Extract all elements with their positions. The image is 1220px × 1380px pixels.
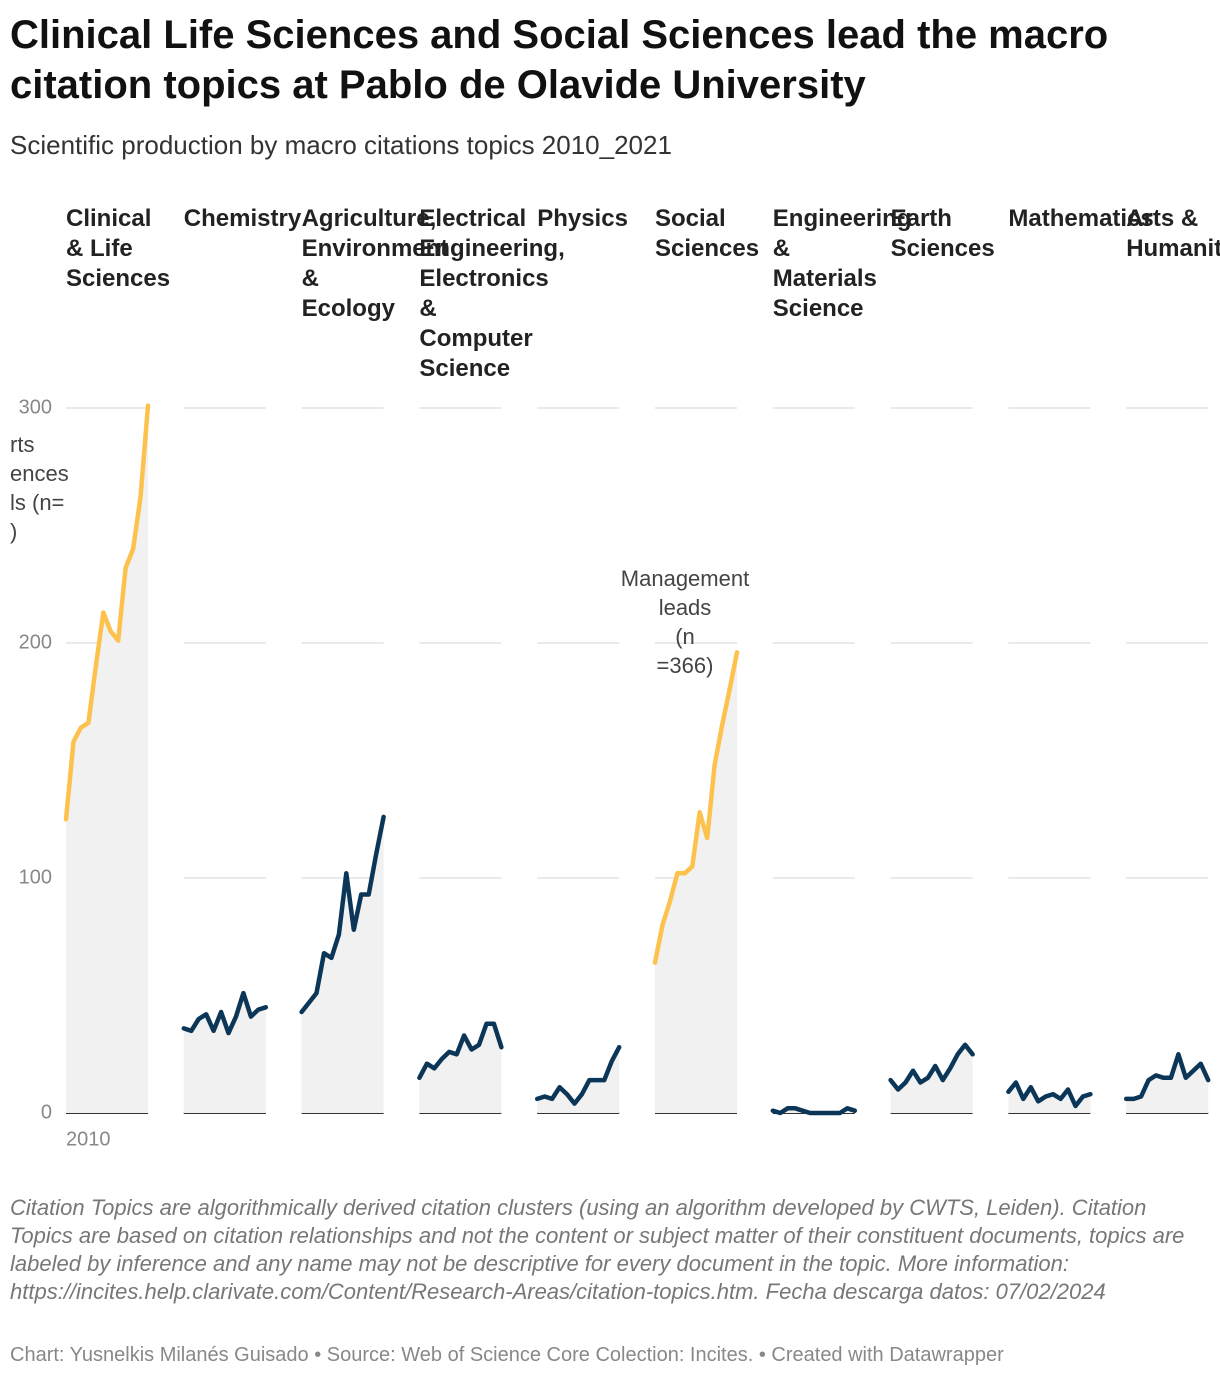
y-tick-label: 0	[41, 1101, 52, 1123]
y-tick-label: 100	[19, 866, 52, 888]
panel-title: Earth Sciences	[890, 205, 995, 262]
annotation: )	[10, 519, 17, 544]
line	[1006, 1080, 1093, 1109]
panel-title: Physics	[537, 205, 628, 232]
chart-title: Clinical Life Sciences and Social Scienc…	[10, 13, 1109, 107]
area	[301, 816, 384, 1113]
panel-title: Clinical & Life Sciences	[66, 205, 171, 292]
line	[1123, 1052, 1211, 1102]
panel-title: Engineering & Materials Science	[772, 205, 912, 322]
area	[183, 993, 266, 1113]
annotation: ls (n=	[10, 490, 64, 515]
panel-title: Agriculture, Environment & Ecology	[301, 205, 449, 322]
notes: Citation Topics are algorithmically deri…	[10, 1195, 1185, 1304]
annotation: rts	[10, 432, 34, 457]
panel-title: Electrical Engineering, Electronics & Co…	[419, 205, 565, 382]
y-tick-label: 200	[19, 631, 52, 653]
line	[534, 1044, 622, 1106]
chart-subtitle: Scientific production by macro citations…	[10, 130, 672, 160]
area	[1126, 1054, 1209, 1113]
y-tick-label: 300	[19, 396, 52, 418]
area	[419, 1023, 502, 1113]
line	[417, 1021, 504, 1081]
line	[181, 990, 269, 1036]
area	[890, 1044, 973, 1113]
panel-title: Chemistry	[183, 205, 302, 232]
byline: Chart: Yusnelkis Milanés Guisado • Sourc…	[10, 1344, 1004, 1366]
line	[888, 1042, 975, 1092]
annotation: Management	[621, 566, 749, 591]
line	[770, 1106, 858, 1116]
annotation: ences	[10, 461, 69, 486]
line	[299, 814, 386, 1015]
line	[652, 650, 740, 965]
x-tick-label: 2010	[66, 1128, 111, 1150]
area	[1008, 1082, 1091, 1113]
line	[63, 403, 151, 822]
annotation: (n	[675, 624, 695, 649]
area	[66, 405, 148, 1114]
panel-title: Social Sciences	[655, 205, 760, 262]
annotation: =366)	[657, 653, 714, 678]
panel-title: Mathematics	[1008, 205, 1154, 232]
annotation: leads	[659, 595, 712, 620]
area	[537, 1047, 620, 1113]
panel-title: Arts & Humanities	[1126, 205, 1220, 262]
chart: 0 100 200 300 2010 rts ences ls (n=) Management l…	[10, 396, 1211, 1150]
